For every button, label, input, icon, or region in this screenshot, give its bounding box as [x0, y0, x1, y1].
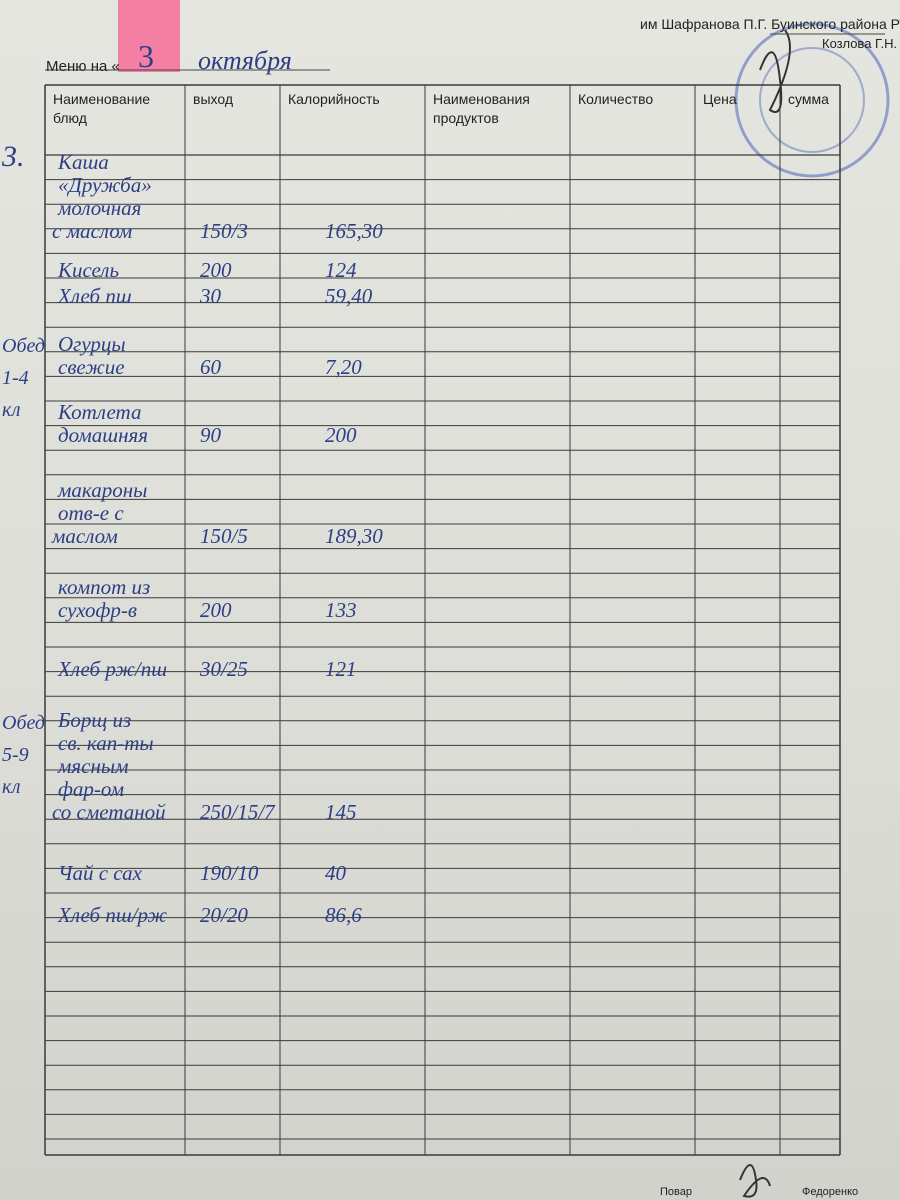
- cook-label: Повар: [660, 1186, 692, 1198]
- dish-name-line: маслом: [52, 524, 118, 548]
- approval-name: Козлова Г.Н.: [822, 36, 898, 51]
- dish-yield: 200: [200, 258, 232, 282]
- dish-name-line: Кисель: [58, 258, 120, 282]
- column-header: Калорийность: [288, 91, 380, 107]
- dish-calories: 7,20: [325, 355, 362, 379]
- dish-name-line: Чай с сах: [58, 861, 142, 885]
- dish-name-line: домашняя: [58, 423, 149, 447]
- approval-line: им Шафранова П.Г. Буинского района РТ»: [640, 16, 900, 32]
- margin-note: 1-4: [2, 367, 29, 389]
- column-header: Наименования продуктов: [433, 91, 530, 126]
- dish-name-line: со сметаной: [52, 800, 166, 824]
- dish-name-line: компот из: [58, 575, 151, 599]
- dish-name-line: Хлеб пш/рж: [58, 903, 168, 927]
- column-header: Цена: [703, 91, 737, 107]
- dish-name-line: Борщ из: [58, 708, 132, 732]
- dish-yield: 60: [200, 355, 221, 379]
- dish-name-line: Котлета: [58, 400, 142, 424]
- dish-name-line: св. кап-ты: [58, 731, 154, 755]
- margin-note: Обед: [2, 712, 45, 734]
- column-header: сумма: [788, 91, 829, 107]
- dish-yield: 30: [200, 284, 221, 308]
- dish-yield: 150/5: [200, 524, 248, 548]
- dish-name-line: Огурцы: [58, 332, 126, 356]
- dish-name-line: отв-е с: [58, 501, 124, 525]
- dish-name-line: мясным: [58, 754, 129, 778]
- stamp-inner: [759, 47, 865, 153]
- margin-note: Обед: [2, 335, 45, 357]
- dish-yield: 20/20: [200, 903, 248, 927]
- dish-calories: 124: [325, 258, 357, 282]
- dish-calories: 165,30: [325, 219, 383, 243]
- margin-note: кл: [2, 399, 21, 421]
- dish-calories: 40: [325, 861, 346, 885]
- dish-name-line: макароны: [58, 478, 148, 502]
- dish-calories: 133: [325, 598, 357, 622]
- dish-calories: 200: [325, 423, 357, 447]
- dish-name-line: «Дружба»: [58, 173, 152, 197]
- dish-name-line: Каша: [58, 150, 109, 174]
- cook-signature: [739, 1164, 771, 1198]
- dish-name-line: Хлеб пш: [58, 284, 132, 308]
- column-header: Наименование блюд: [53, 91, 151, 126]
- dish-name-line: свежие: [58, 355, 125, 379]
- cook-name: Федоренко: [802, 1186, 859, 1198]
- menu-day: 3: [138, 38, 154, 74]
- dish-name-line: фар-ом: [58, 777, 125, 801]
- dish-calories: 145: [325, 800, 357, 824]
- dish-calories: 189,30: [325, 524, 383, 548]
- column-header: Количество: [578, 91, 654, 107]
- menu-month: октября: [198, 46, 292, 75]
- menu-label: Меню на «: [46, 58, 120, 75]
- dish-calories: 59,40: [325, 284, 373, 308]
- dish-name-line: сухофр-в: [58, 598, 138, 622]
- dish-yield: 250/15/7: [200, 800, 275, 824]
- dish-yield: 90: [200, 423, 221, 447]
- dish-calories: 121: [325, 657, 357, 681]
- margin-note: кл: [2, 776, 21, 798]
- dish-calories: 86,6: [325, 903, 362, 927]
- dish-yield: 150/3: [200, 219, 248, 243]
- stamp: [734, 22, 890, 178]
- margin-note: 3.: [2, 140, 25, 173]
- sticky-note: [118, 0, 180, 72]
- dish-name-line: Хлеб рж/пш: [58, 657, 168, 681]
- director-signature: [759, 29, 791, 113]
- margin-note: 5-9: [2, 744, 29, 766]
- dish-yield: 190/10: [200, 861, 259, 885]
- dish-name-line: с маслом: [52, 219, 133, 243]
- dish-name-line: молочная: [58, 196, 142, 220]
- dish-yield: 30/25: [200, 657, 248, 681]
- dish-yield: 200: [200, 598, 232, 622]
- column-header: выход: [193, 91, 233, 107]
